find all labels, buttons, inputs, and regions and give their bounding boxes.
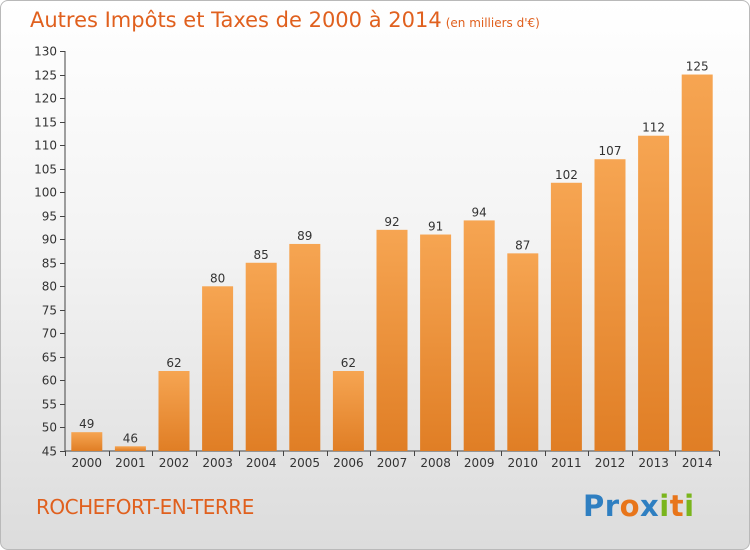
bar xyxy=(681,74,713,451)
data-labels: 49 46 62 80 85 89 62 92 91 94 87 102 107 112 125 xyxy=(79,60,708,446)
y-tick-label: 105 xyxy=(34,163,57,177)
y-tick-label: 115 xyxy=(34,116,57,130)
x-tick-label: 2012 xyxy=(595,456,626,470)
y-tick-label: 90 xyxy=(42,233,57,247)
chart-title-text: Autres Impôts et Taxes de 2000 à 2014 xyxy=(30,8,442,32)
chart-title: Autres Impôts et Taxes de 2000 à 2014 (en… xyxy=(30,8,540,32)
bar xyxy=(507,253,539,451)
data-label: 49 xyxy=(79,417,94,431)
x-tick-label: 2007 xyxy=(377,456,408,470)
data-label: 107 xyxy=(599,144,622,158)
bar xyxy=(158,371,190,451)
logo-letter: t xyxy=(669,489,685,523)
y-tick-label: 80 xyxy=(42,280,57,294)
logo-letter: i xyxy=(659,489,670,523)
data-label: 91 xyxy=(428,220,443,234)
x-tick-label: 2008 xyxy=(420,456,451,470)
chart-unit: (en milliers d'€) xyxy=(445,16,540,30)
y-tick-label: 55 xyxy=(42,398,57,412)
y-tick-label: 60 xyxy=(42,374,57,388)
commune-name: ROCHEFORT-EN-TERRE xyxy=(36,495,254,519)
y-tick-label: 75 xyxy=(42,304,57,318)
logo-letter: i xyxy=(684,489,695,523)
data-label: 94 xyxy=(472,205,487,219)
y-tick-label: 130 xyxy=(34,45,57,59)
bar xyxy=(332,371,364,451)
data-label: 89 xyxy=(297,229,312,243)
x-tick-label: 2013 xyxy=(638,456,669,470)
x-tick-label: 2006 xyxy=(333,456,364,470)
x-tick-label: 2003 xyxy=(202,456,233,470)
x-tick-label: 2010 xyxy=(508,456,539,470)
y-tick-label: 110 xyxy=(34,139,57,153)
bar xyxy=(638,135,670,452)
x-tick-label: 2011 xyxy=(551,456,582,470)
y-tick-label: 95 xyxy=(42,210,57,224)
y-tick-label: 65 xyxy=(42,351,57,365)
y-tick-label: 100 xyxy=(34,186,57,200)
data-label: 112 xyxy=(642,121,665,135)
x-tick-label: 2000 xyxy=(72,456,103,470)
bar xyxy=(463,220,495,451)
data-label: 102 xyxy=(555,168,578,182)
data-label: 80 xyxy=(210,271,225,285)
y-tick-label: 120 xyxy=(34,92,57,106)
y-tick-label: 70 xyxy=(42,327,57,341)
x-tick-label: 2002 xyxy=(159,456,190,470)
logo-letter: x xyxy=(640,489,660,523)
y-tick-label: 85 xyxy=(42,257,57,271)
data-label: 62 xyxy=(341,356,356,370)
x-tick-label: 2004 xyxy=(246,456,277,470)
bars xyxy=(71,74,713,452)
bar xyxy=(114,446,146,451)
bar xyxy=(376,229,408,451)
data-label: 62 xyxy=(166,356,181,370)
data-label: 125 xyxy=(686,60,709,74)
bar xyxy=(71,432,103,451)
logo-letter: r xyxy=(604,489,620,523)
x-tick-label: 2005 xyxy=(290,456,321,470)
data-label: 85 xyxy=(254,248,269,262)
bar xyxy=(289,243,321,451)
proxiti-logo[interactable]: Proxiti xyxy=(583,489,695,523)
bar xyxy=(550,182,582,451)
bar xyxy=(420,234,452,451)
y-tick-label: 125 xyxy=(34,69,57,83)
logo-letter: o xyxy=(619,489,641,523)
x-tick-label: 2009 xyxy=(464,456,495,470)
x-tick-label: 2014 xyxy=(682,456,713,470)
bar xyxy=(202,286,234,451)
data-label: 46 xyxy=(123,431,138,445)
y-tick-label: 50 xyxy=(42,421,57,435)
y-tick-label: 45 xyxy=(42,445,57,459)
bar xyxy=(245,262,277,451)
logo-letter: P xyxy=(583,489,605,523)
x-tick-label: 2001 xyxy=(115,456,146,470)
axes: 45 50 55 60 65 70 75 80 85 90 95 100 105 110 115 120 125… xyxy=(34,45,720,470)
data-label: 92 xyxy=(384,215,399,229)
data-label: 87 xyxy=(515,238,530,252)
bar xyxy=(594,159,626,451)
